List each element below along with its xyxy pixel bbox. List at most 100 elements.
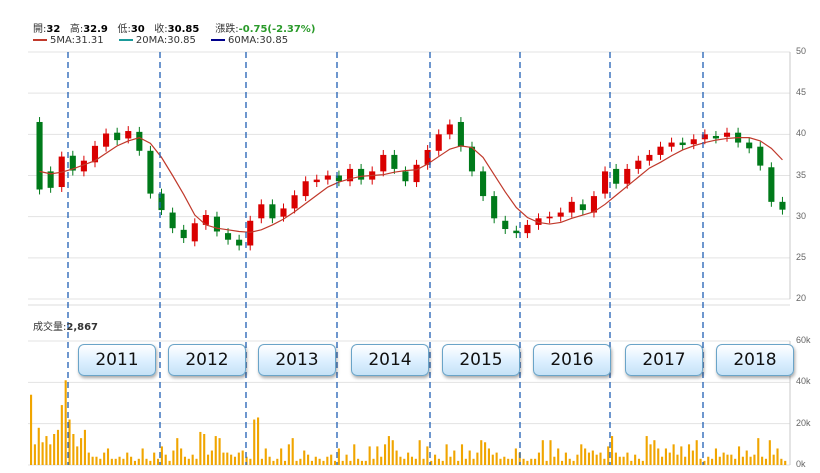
volume-bar [649,444,652,465]
volume-bar [103,452,106,465]
volume-bar [422,458,425,465]
low-label: 低: [117,24,131,35]
volume-bar [183,456,187,465]
candle-body [635,160,642,169]
volume-bar [80,438,83,465]
volume-bar [357,458,360,465]
volume-bar [226,452,229,465]
candle-body [258,204,265,219]
candle-body [313,179,320,183]
open-value: 32 [46,24,61,35]
ohlc-header: 開:32 高:32.9 低:30 收:30.85 漲跌:-0.75(-2.37%… [33,20,315,35]
volume-bar [137,458,140,465]
volume-bar [703,460,706,465]
candle-body [468,146,476,172]
volume-bar [241,450,244,465]
candle-body [158,193,165,211]
low-value: 30 [130,24,145,35]
ma-legend: 5MA:31.31 20MA:30.85 60MA:30.85 [33,33,300,46]
volume-bar [607,446,610,465]
volume-bar [599,452,602,465]
volume-bar [283,460,287,465]
volume-bar [403,458,406,465]
volume-bar [445,444,448,465]
volume-bar [37,427,40,465]
volume-bar [349,460,352,465]
volume-bar [507,458,510,465]
volume-bar [768,440,771,465]
volume-bar [714,448,718,465]
volume-bar [549,440,552,465]
candle-body [646,154,653,161]
candle-body [723,132,731,137]
candle-body [590,196,598,213]
volume-bar [630,460,633,465]
volume-bar [64,380,67,465]
volume-bar [337,448,340,465]
volume-bar [72,434,75,465]
candle-body [579,204,586,211]
volume-bar [260,458,263,465]
candle-body [335,175,342,182]
volume-bar [526,460,529,465]
volume-bar [541,440,544,465]
volume-bar [707,456,710,465]
ma20-label: 20MA:30.85 [135,34,196,46]
volume-bar [487,448,490,465]
volume-bar [661,456,664,465]
volume-bar [726,454,729,465]
volume-bar [280,448,283,465]
volume-bar [491,454,494,465]
candle-body [125,131,132,139]
volume-bar [245,456,248,465]
ma20-swatch [118,39,133,41]
change-label: 漲跌: [215,24,239,35]
volume-bar [187,458,190,465]
volume-bar [626,452,629,465]
volume-bar [480,440,483,465]
volume-bar [295,460,298,465]
high-label: 高: [69,24,84,35]
volume-bar [360,460,364,465]
candle-body [346,168,354,182]
volume-bar [472,458,475,465]
volume-bar [326,456,329,465]
volume-bar [172,450,175,465]
volume-bar [453,450,456,465]
ma5-line [39,136,783,233]
volume-bar [141,448,144,465]
volume-bar [291,438,294,465]
volume-bar [53,434,56,465]
volume-bar [695,440,698,465]
volume-bar [437,458,440,465]
volume-bar [476,452,479,465]
volume-bar [580,444,583,465]
volume-bar [41,442,44,465]
volume-bar [264,448,267,465]
volume-bar [414,458,417,465]
volume-bar [637,458,641,465]
candle-body [413,164,420,183]
volume-bar [591,450,594,465]
volume-bar [434,454,437,465]
volume-bar [514,448,517,465]
candle-body [191,223,198,242]
year-label-2014: 2014 [351,344,429,376]
candle-body [768,167,775,202]
volume-bar [387,436,390,465]
volume-bar [318,458,321,465]
candle-body [236,239,243,246]
volume-bar [391,440,394,465]
candle-body [269,204,276,219]
volume-bar [699,458,702,465]
volume-bar [776,448,779,465]
ma5-label: 5MA:31.31 [50,34,104,46]
volume-bar [110,458,113,465]
volume-bar [276,458,279,465]
candle-body [757,146,764,166]
candle-body [213,216,221,232]
volume-bar [91,456,94,465]
price-tick-label: 25 [796,251,807,262]
